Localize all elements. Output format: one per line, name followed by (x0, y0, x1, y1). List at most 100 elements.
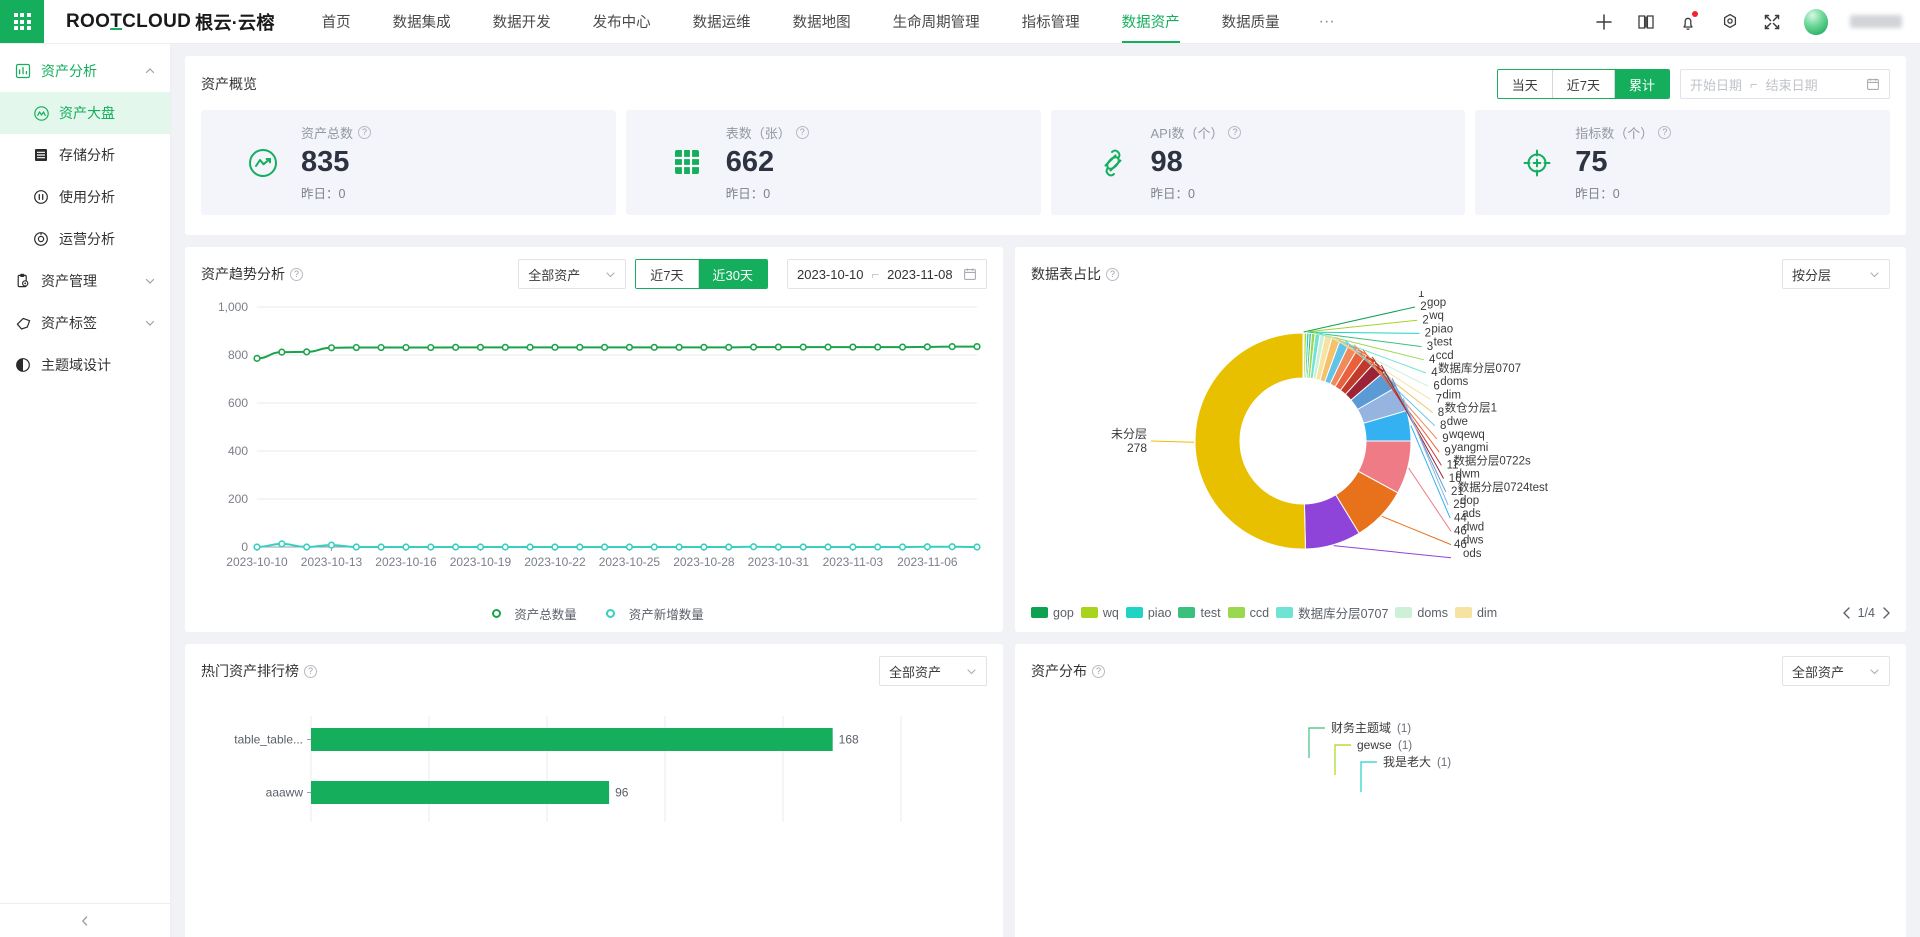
calendar-icon[interactable] (1866, 77, 1880, 91)
nav-item-data-development[interactable]: 数据开发 (492, 15, 551, 31)
nav-item-data-quality[interactable]: 数据质量 (1221, 15, 1280, 31)
sidebar-group-asset-tags[interactable]: 资产标签 (0, 302, 170, 344)
sidebar-group-asset-management[interactable]: 资产管理 (0, 260, 170, 302)
tablepie-legend: gop wq piao test ccd 数据库分层0707 doms dim … (1031, 603, 1892, 622)
legend-item[interactable]: dim (1454, 606, 1497, 620)
sidebar-item-operation-analysis[interactable]: 运营分析 (0, 218, 170, 260)
sidebar-subitems: 资产大盘 存储分析 使用分析 运营分析 (0, 92, 170, 260)
nav-item-metric-management[interactable]: 指标管理 (1021, 15, 1080, 31)
trend-controls: 全部资产 近7天 近30天 2023-10-10 ⌐ 2023 (518, 259, 987, 289)
brand-part2: CLOUD (122, 10, 192, 32)
line-chart-svg: 0 200 400 600 800 1,000 2023-10-10 2023-10-13 20… (218, 300, 981, 569)
help-icon[interactable]: ? (1106, 267, 1119, 281)
nav-item-data-ops[interactable]: 数据运维 (692, 15, 751, 31)
stat-sub: 昨日：0 (725, 187, 771, 202)
triangle-left-icon[interactable] (1841, 606, 1852, 619)
sidebar-collapse-button[interactable] (0, 903, 170, 937)
legend-item[interactable]: 数据库分层0707 (1276, 603, 1388, 622)
tag-icon (14, 314, 32, 332)
legend-item[interactable]: wq (1080, 606, 1119, 620)
trend-start-date[interactable]: 2023-10-10 (797, 266, 864, 282)
legend-item[interactable]: gop (1031, 606, 1074, 620)
asset-distribution-card: 资产分布 ? 全部资产 财务主题域 (1) gewse (1) 我是老大 (1) (1015, 644, 1906, 937)
overview-date-range[interactable]: 开始日期 ⌐ 结束日期 (1680, 69, 1890, 99)
svg-text:2: 2 (1422, 314, 1428, 326)
stat-sub: 昨日：0 (1150, 187, 1195, 202)
sidebar: 资产分析 资产大盘 存储分析 使用分析 (0, 44, 171, 937)
gear-icon[interactable] (1720, 12, 1740, 32)
help-icon[interactable]: ? (1228, 125, 1242, 139)
book-icon[interactable] (1636, 12, 1656, 32)
help-icon[interactable]: ? (1658, 125, 1672, 139)
triangle-right-icon[interactable] (1881, 606, 1892, 619)
svg-text:未分层: 未分层 (1111, 427, 1147, 441)
legend-item[interactable]: test (1178, 606, 1221, 620)
svg-text:2023-10-13: 2023-10-13 (301, 555, 363, 569)
legend-label: piao (1147, 605, 1172, 620)
sidebar-item-subject-domain-design[interactable]: 主题域设计 (0, 344, 170, 386)
legend-swatch (1031, 607, 1048, 618)
nav-more-button[interactable]: ··· (1318, 12, 1335, 30)
storage-icon (32, 146, 50, 164)
help-icon[interactable]: ? (304, 664, 317, 678)
sidebar-item-label: 资产大盘 (59, 105, 115, 121)
sidebar-item-asset-dashboard[interactable]: 资产大盘 (0, 92, 170, 134)
start-date-input[interactable]: 开始日期 (1690, 77, 1743, 93)
help-icon[interactable]: ? (358, 125, 372, 139)
period-7days[interactable]: 近7天 (1552, 70, 1615, 98)
bell-icon[interactable] (1678, 10, 1698, 32)
sidebar-item-usage-analysis[interactable]: 使用分析 (0, 176, 170, 218)
fullscreen-icon[interactable] (1762, 12, 1782, 32)
svg-text:9: 9 (1442, 433, 1448, 445)
tablepie-layer-select[interactable]: 按分层 (1782, 259, 1890, 289)
svg-text:8: 8 (1438, 407, 1444, 419)
stat-sub: 昨日：0 (1575, 187, 1620, 202)
trend-end-date[interactable]: 2023-11-08 (887, 266, 953, 282)
chevron-down-icon (1869, 269, 1880, 280)
svg-text:7: 7 (1436, 394, 1442, 406)
help-icon[interactable]: ? (290, 267, 303, 281)
nav-item-publish-center[interactable]: 发布中心 (592, 15, 651, 31)
svg-text:2023-10-25: 2023-10-25 (599, 555, 661, 569)
nav-item-data-integration[interactable]: 数据集成 (392, 15, 451, 31)
plus-icon[interactable] (1594, 12, 1614, 32)
legend-item[interactable]: doms (1395, 606, 1448, 620)
overview-stat-cards: 资产总数 ? 835 昨日：0 表数（张） ? (201, 110, 1890, 215)
main-content: 资产概览 当天 近7天 累计 开始日期 ⌐ 结束日期 (171, 44, 1920, 937)
stat-sub: 昨日：0 (301, 187, 346, 202)
apps-grid-button[interactable] (0, 0, 44, 43)
legend-item[interactable]: ccd (1227, 606, 1269, 620)
nav-item-data-map[interactable]: 数据地图 (792, 15, 851, 31)
notification-badge (1692, 10, 1698, 17)
grid-apps-icon (13, 13, 31, 30)
sidebar-group-asset-analysis[interactable]: 资产分析 (0, 50, 170, 92)
hot-asset-select[interactable]: 全部资产 (879, 656, 987, 686)
calendar-icon[interactable] (963, 267, 977, 281)
trend-asset-select[interactable]: 全部资产 (518, 259, 627, 289)
dist-chart-svg: 财务主题域 (1) gewse (1) 我是老大 (1) (1308, 720, 1451, 792)
help-icon[interactable]: ? (795, 125, 809, 139)
period-cumulative[interactable]: 累计 (1614, 70, 1669, 98)
overview-header: 资产概览 当天 近7天 累计 开始日期 ⌐ 结束日期 (201, 69, 1890, 99)
legend-item[interactable]: piao (1125, 605, 1172, 620)
trend-period-30days[interactable]: 近30天 (698, 260, 767, 288)
tablepie-title: 数据表占比 (1031, 266, 1101, 282)
legend-item-total[interactable]: 资产总数量 (484, 604, 577, 623)
trend-date-range[interactable]: 2023-10-10 ⌐ 2023-11-08 (787, 259, 987, 289)
sidebar-item-storage-analysis[interactable]: 存储分析 (0, 134, 170, 176)
trend-period-7days[interactable]: 近7天 (636, 260, 699, 288)
svg-text:dwe: dwe (1447, 416, 1468, 428)
nav-item-lifecycle[interactable]: 生命周期管理 (892, 15, 980, 31)
avatar[interactable] (1804, 8, 1828, 35)
dist-asset-select[interactable]: 全部资产 (1782, 656, 1890, 686)
svg-text:400: 400 (228, 444, 248, 458)
end-date-input[interactable]: 结束日期 (1765, 77, 1818, 93)
svg-text:1,000: 1,000 (218, 300, 248, 314)
svg-text:数据分层0724test: 数据分层0724test (1458, 480, 1549, 494)
legend-item-new[interactable]: 资产新增数量 (599, 604, 704, 623)
sidebar-group-label: 资产标签 (41, 315, 97, 331)
help-icon[interactable]: ? (1092, 664, 1105, 678)
nav-item-data-assets[interactable]: 数据资产 (1101, 0, 1201, 43)
nav-item-home[interactable]: 首页 (321, 15, 351, 31)
period-today[interactable]: 当天 (1497, 70, 1553, 98)
